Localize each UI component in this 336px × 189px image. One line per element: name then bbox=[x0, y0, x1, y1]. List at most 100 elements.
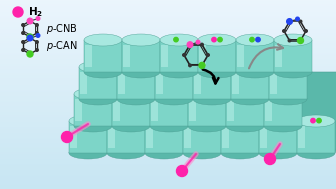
Ellipse shape bbox=[269, 93, 307, 105]
Bar bbox=[0, 38, 336, 39]
Bar bbox=[117, 67, 155, 99]
Bar bbox=[0, 51, 336, 52]
Circle shape bbox=[283, 64, 287, 69]
Bar bbox=[0, 91, 336, 92]
Bar bbox=[0, 99, 336, 100]
Bar bbox=[0, 59, 336, 60]
Bar bbox=[0, 125, 336, 126]
Circle shape bbox=[207, 64, 211, 69]
Circle shape bbox=[296, 17, 299, 21]
Circle shape bbox=[132, 91, 136, 96]
Bar bbox=[0, 183, 336, 184]
Bar bbox=[0, 66, 336, 67]
Bar bbox=[0, 25, 336, 26]
Bar bbox=[0, 155, 336, 156]
Bar bbox=[0, 124, 336, 125]
Ellipse shape bbox=[198, 66, 236, 78]
Bar bbox=[236, 40, 274, 72]
Bar bbox=[0, 168, 336, 169]
Ellipse shape bbox=[231, 93, 269, 105]
Circle shape bbox=[29, 37, 31, 39]
Bar bbox=[0, 85, 336, 86]
Bar bbox=[0, 176, 336, 177]
Bar bbox=[0, 67, 336, 68]
Circle shape bbox=[124, 120, 128, 124]
Circle shape bbox=[256, 37, 260, 42]
Bar bbox=[0, 54, 336, 55]
Bar bbox=[0, 108, 336, 109]
Bar bbox=[0, 8, 336, 9]
Bar bbox=[0, 172, 336, 173]
Bar bbox=[0, 43, 336, 44]
Bar bbox=[0, 82, 336, 83]
Bar bbox=[0, 151, 336, 152]
Bar bbox=[0, 175, 336, 176]
Bar bbox=[0, 102, 336, 103]
Bar bbox=[0, 40, 336, 41]
Bar bbox=[0, 146, 336, 147]
Circle shape bbox=[245, 64, 249, 69]
Bar bbox=[107, 121, 145, 153]
Bar bbox=[0, 75, 336, 76]
Bar bbox=[0, 167, 336, 168]
Bar bbox=[0, 127, 336, 128]
Bar bbox=[0, 96, 336, 97]
Bar bbox=[0, 62, 336, 63]
Circle shape bbox=[297, 38, 303, 43]
Bar bbox=[0, 136, 336, 137]
Circle shape bbox=[288, 20, 291, 23]
Bar bbox=[160, 40, 198, 72]
Bar bbox=[0, 50, 336, 51]
Ellipse shape bbox=[122, 34, 160, 46]
Bar bbox=[0, 30, 336, 31]
Bar bbox=[0, 44, 336, 45]
Circle shape bbox=[29, 36, 31, 38]
Bar bbox=[0, 188, 336, 189]
Ellipse shape bbox=[231, 61, 269, 73]
Circle shape bbox=[183, 54, 185, 56]
Circle shape bbox=[91, 93, 95, 97]
Bar bbox=[0, 161, 336, 162]
Circle shape bbox=[317, 118, 321, 123]
Ellipse shape bbox=[259, 115, 297, 127]
Circle shape bbox=[164, 91, 168, 96]
Bar bbox=[0, 104, 336, 105]
Ellipse shape bbox=[183, 115, 221, 127]
Bar bbox=[0, 18, 336, 19]
Bar bbox=[0, 100, 336, 101]
Circle shape bbox=[278, 91, 282, 96]
Bar bbox=[0, 143, 336, 144]
Bar bbox=[0, 107, 336, 108]
Bar bbox=[151, 99, 158, 121]
Ellipse shape bbox=[188, 88, 226, 100]
Bar bbox=[0, 173, 336, 174]
Ellipse shape bbox=[221, 147, 259, 159]
Bar bbox=[231, 67, 269, 99]
Bar bbox=[145, 121, 183, 153]
Bar bbox=[0, 48, 336, 49]
Bar bbox=[0, 180, 336, 181]
Bar bbox=[0, 95, 336, 96]
Bar bbox=[0, 181, 336, 182]
Bar bbox=[0, 122, 336, 123]
Bar bbox=[84, 40, 122, 72]
Bar bbox=[0, 131, 336, 132]
Circle shape bbox=[13, 7, 23, 17]
Circle shape bbox=[174, 37, 178, 42]
Circle shape bbox=[187, 42, 193, 47]
Bar bbox=[0, 64, 336, 65]
Bar bbox=[70, 126, 77, 148]
Circle shape bbox=[189, 64, 191, 67]
Ellipse shape bbox=[79, 93, 117, 105]
Circle shape bbox=[203, 118, 207, 123]
Bar bbox=[0, 46, 336, 47]
Bar bbox=[198, 40, 236, 72]
Ellipse shape bbox=[193, 61, 231, 73]
Circle shape bbox=[29, 53, 31, 55]
Bar bbox=[0, 169, 336, 170]
Text: $\bf{H_2}$: $\bf{H_2}$ bbox=[28, 5, 43, 19]
Bar bbox=[0, 126, 336, 127]
Circle shape bbox=[61, 132, 73, 143]
Bar bbox=[0, 47, 336, 48]
Circle shape bbox=[36, 32, 38, 34]
